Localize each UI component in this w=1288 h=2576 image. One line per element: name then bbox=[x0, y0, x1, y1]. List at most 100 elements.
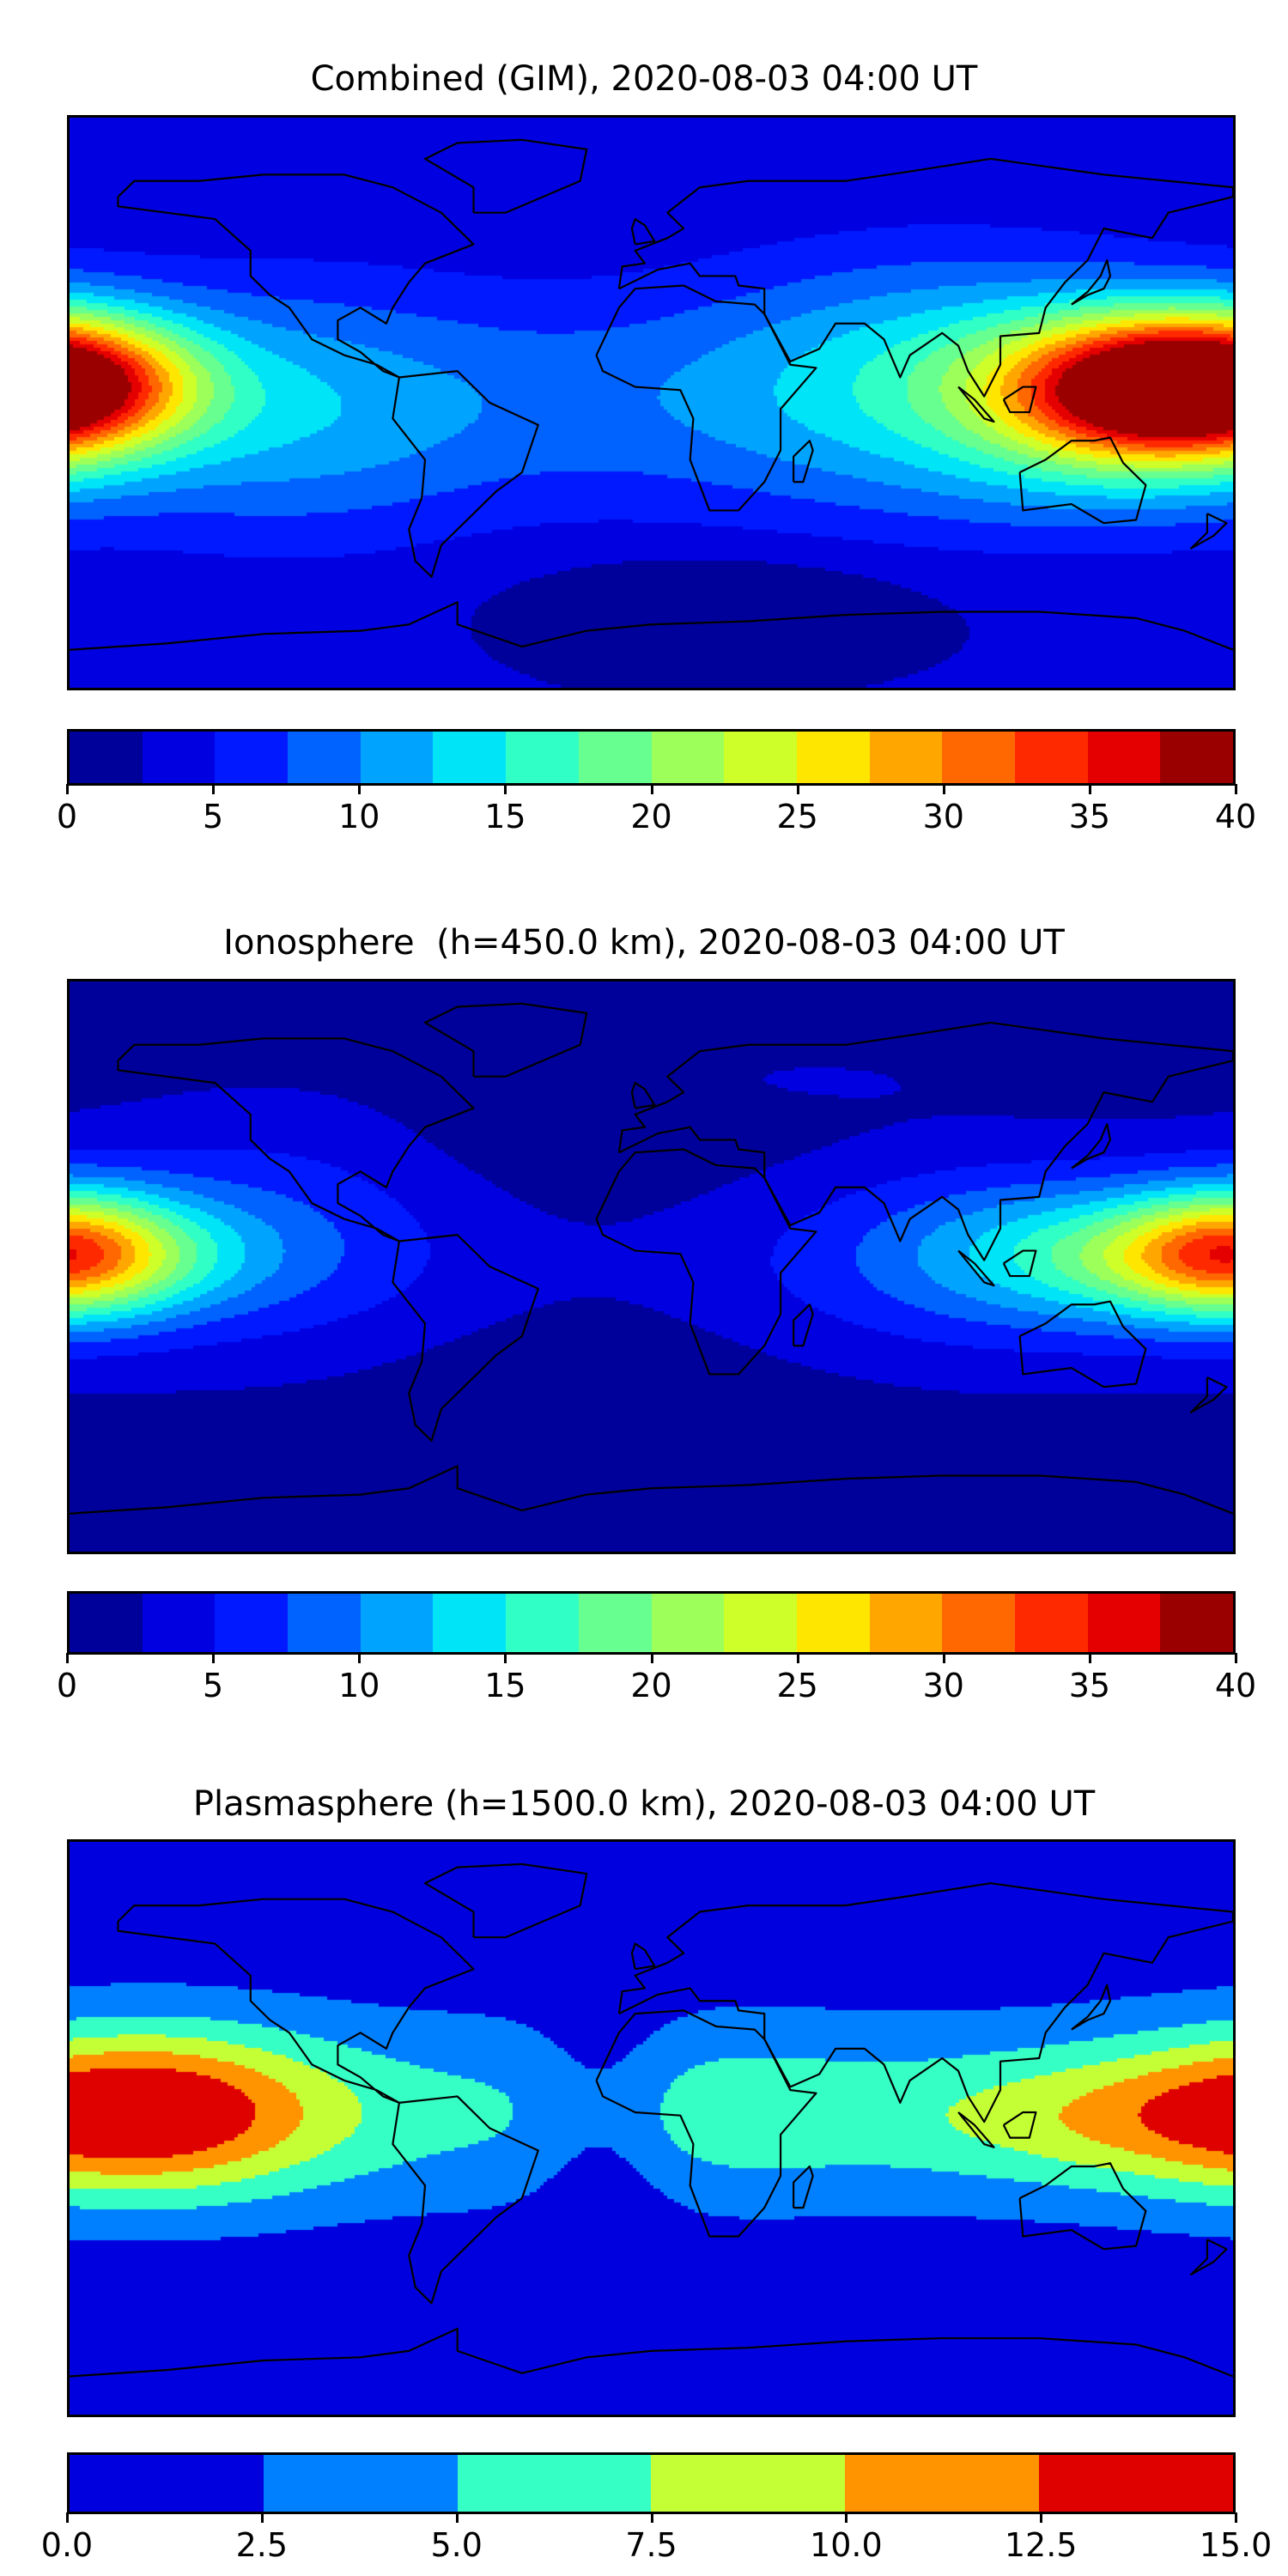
colorbar-segment bbox=[578, 732, 652, 783]
tick-label: 30 bbox=[922, 1667, 964, 1704]
tick-mark bbox=[1088, 784, 1091, 794]
tick-label: 5.0 bbox=[430, 2526, 483, 2564]
coastline-new-zealand bbox=[1191, 2239, 1226, 2275]
coastline-africa bbox=[597, 1150, 817, 1375]
tick-mark bbox=[650, 2512, 653, 2523]
tick-mark bbox=[358, 784, 361, 794]
colorbar-segment bbox=[70, 2455, 264, 2512]
tick-label: 2.5 bbox=[235, 2526, 289, 2564]
colorbar-segment bbox=[1087, 1594, 1161, 1652]
panel-title: Plasmasphere (h=1500.0 km), 2020-08-03 0… bbox=[192, 1784, 1096, 1824]
coastline-greenland bbox=[425, 140, 586, 213]
tick-label: 0 bbox=[56, 798, 78, 835]
colorbar-segment bbox=[506, 732, 579, 783]
colorbar-segment bbox=[263, 2455, 458, 2512]
coastlines bbox=[70, 118, 1233, 688]
tick-label: 12.5 bbox=[1004, 2526, 1078, 2564]
coastline-sumatra bbox=[958, 387, 993, 422]
colorbar-segment bbox=[1014, 732, 1088, 783]
colorbar-plasmasphere bbox=[67, 2452, 1236, 2514]
coastlines bbox=[70, 1842, 1233, 2415]
map-ionosphere bbox=[67, 979, 1236, 1554]
colorbar-segment bbox=[70, 1594, 143, 1652]
tick-label: 5 bbox=[203, 1667, 224, 1704]
colorbar-segment bbox=[796, 1594, 870, 1652]
tick-mark bbox=[942, 1653, 945, 1663]
panel-title: Ionosphere (h=450.0 km), 2020-08-03 04:0… bbox=[223, 923, 1065, 963]
coastline-greenland bbox=[425, 1004, 586, 1077]
colorbar-segment bbox=[651, 732, 725, 783]
coastline-greenland bbox=[425, 1864, 586, 1937]
coastline-north-america bbox=[118, 174, 473, 377]
coastline-south-america bbox=[392, 2096, 538, 2303]
tick-mark bbox=[650, 1653, 653, 1663]
coastline-japan bbox=[1072, 260, 1110, 305]
colorbar-segment bbox=[433, 1594, 507, 1652]
colorbar-segment bbox=[1160, 732, 1233, 783]
colorbar-segment bbox=[1087, 732, 1161, 783]
tick-mark bbox=[212, 784, 216, 794]
coastline-new-zealand bbox=[1191, 513, 1226, 549]
colorbar-segment bbox=[70, 732, 143, 783]
contour-field bbox=[70, 118, 1233, 688]
coastline-eurasia bbox=[619, 1023, 1233, 1261]
tick-mark bbox=[1235, 1653, 1237, 1663]
colorbar-segment bbox=[942, 1594, 1015, 1652]
colorbar-segment bbox=[288, 1594, 361, 1652]
coastline-south-america bbox=[392, 371, 538, 577]
colorbar-segment bbox=[215, 1594, 289, 1652]
coastline-eurasia bbox=[619, 159, 1233, 397]
tick-label: 5 bbox=[203, 798, 224, 835]
coastline-antarctica bbox=[70, 602, 1233, 649]
map-combined bbox=[67, 115, 1236, 690]
coastline-north-america bbox=[118, 1038, 473, 1241]
colorbar-segment bbox=[1014, 1594, 1088, 1652]
colorbar-segment bbox=[578, 1594, 652, 1652]
tick-mark bbox=[504, 1653, 507, 1663]
colorbar-segment bbox=[869, 1594, 943, 1652]
tick-mark bbox=[1235, 784, 1237, 794]
colorbar-segment bbox=[360, 1594, 434, 1652]
tick-mark bbox=[1235, 2512, 1237, 2523]
tick-label: 35 bbox=[1068, 1667, 1111, 1704]
tick-label: 25 bbox=[776, 798, 818, 835]
tick-label: 40 bbox=[1214, 1667, 1257, 1704]
tick-mark bbox=[504, 784, 507, 794]
tick-label: 15.0 bbox=[1199, 2526, 1273, 2564]
coastline-borneo bbox=[1004, 1251, 1036, 1277]
tick-mark bbox=[650, 784, 653, 794]
colorbar-segment bbox=[506, 1594, 579, 1652]
tick-mark bbox=[796, 784, 799, 794]
coastline-antarctica bbox=[70, 2329, 1233, 2377]
coastline-australia bbox=[1020, 1302, 1146, 1388]
tick-mark bbox=[942, 784, 945, 794]
colorbar-segment bbox=[457, 2455, 652, 2512]
coastline-africa bbox=[597, 286, 817, 511]
coastline-antarctica bbox=[70, 1466, 1233, 1513]
tick-label: 10 bbox=[338, 798, 380, 835]
tick-mark bbox=[1088, 1653, 1091, 1663]
coastline-new-zealand bbox=[1191, 1377, 1226, 1413]
tick-mark bbox=[66, 784, 69, 794]
coastline-south-america bbox=[392, 1235, 538, 1441]
tick-mark bbox=[66, 1653, 69, 1663]
colorbar-segment bbox=[142, 732, 216, 783]
tick-label: 10.0 bbox=[810, 2526, 883, 2564]
coastline-sumatra bbox=[958, 2112, 993, 2148]
tick-label: 20 bbox=[630, 798, 672, 835]
tick-label: 7.5 bbox=[625, 2526, 677, 2564]
contour-field bbox=[70, 1842, 1233, 2415]
tick-mark bbox=[358, 1653, 361, 1663]
colorbar-segment bbox=[433, 732, 507, 783]
coastline-british-isles bbox=[632, 219, 654, 245]
coastline-madagascar bbox=[793, 1304, 813, 1346]
tick-label: 25 bbox=[776, 1667, 818, 1704]
colorbar-segment bbox=[724, 732, 797, 783]
tick-mark bbox=[1040, 2512, 1043, 2523]
colorbar-segment bbox=[796, 732, 870, 783]
colorbar-ionosphere bbox=[67, 1591, 1236, 1655]
coastline-australia bbox=[1020, 2163, 1146, 2249]
tick-mark bbox=[66, 2512, 69, 2523]
colorbar-ticks: 0.0 2.5 5.0 7.5 10.0 12.5 15.0 bbox=[41, 2512, 1272, 2564]
colorbar-segment bbox=[651, 2455, 846, 2512]
